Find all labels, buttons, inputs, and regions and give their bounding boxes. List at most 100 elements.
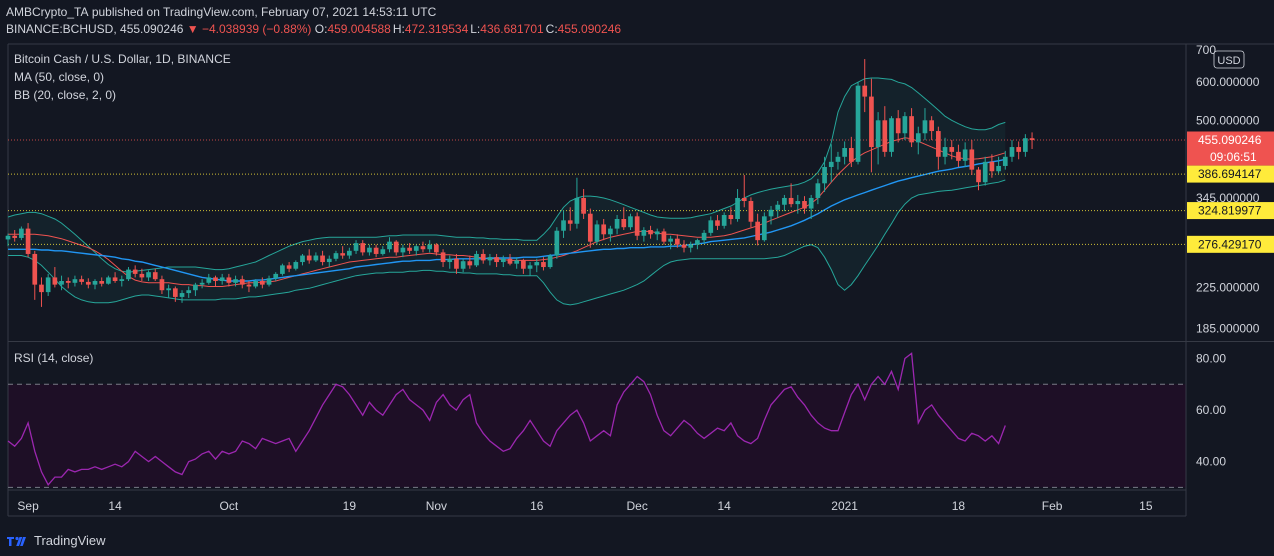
candle bbox=[862, 59, 868, 113]
candle bbox=[152, 268, 158, 281]
candle-body bbox=[815, 183, 821, 198]
candle-body bbox=[259, 280, 265, 285]
price-tick-label: 600.000000 bbox=[1196, 75, 1260, 89]
candle bbox=[929, 116, 935, 141]
candle bbox=[875, 112, 881, 165]
candle bbox=[213, 275, 218, 287]
candle-body bbox=[701, 232, 707, 241]
candle bbox=[828, 144, 834, 183]
candle bbox=[1002, 150, 1008, 170]
candle bbox=[266, 275, 272, 287]
author-name[interactable]: AMBCrypto_TA bbox=[6, 5, 89, 19]
candle-body bbox=[661, 231, 667, 242]
candle bbox=[79, 275, 84, 285]
candle bbox=[347, 247, 352, 259]
candle bbox=[166, 284, 171, 298]
candle-body bbox=[467, 261, 473, 266]
candle-body bbox=[755, 221, 760, 241]
candle-body bbox=[882, 120, 888, 152]
candle bbox=[12, 230, 18, 242]
candle bbox=[808, 194, 814, 219]
time-tick-label: Nov bbox=[426, 499, 447, 513]
candle bbox=[126, 267, 131, 281]
candle-body bbox=[119, 279, 125, 281]
candle-body bbox=[280, 265, 285, 274]
bb-fill bbox=[8, 78, 1006, 305]
rsi-legend[interactable]: RSI (14, close) bbox=[14, 351, 94, 365]
candle-body bbox=[1029, 138, 1035, 141]
candle bbox=[648, 225, 653, 239]
candle bbox=[487, 253, 493, 266]
candle bbox=[768, 205, 774, 225]
candle bbox=[989, 154, 995, 178]
candle bbox=[688, 241, 694, 253]
candle-body bbox=[39, 284, 44, 293]
open-label: O: bbox=[314, 22, 328, 36]
candle bbox=[708, 216, 714, 236]
candle-body bbox=[708, 220, 714, 233]
candle bbox=[500, 255, 506, 268]
candle bbox=[273, 272, 279, 281]
candle bbox=[601, 218, 607, 241]
candle bbox=[246, 280, 252, 293]
candle-body bbox=[59, 280, 64, 285]
candle-body bbox=[949, 147, 955, 152]
symbol-label: BINANCE:BCHUSD, bbox=[6, 22, 117, 36]
candle bbox=[326, 255, 332, 268]
candle-body bbox=[534, 262, 540, 266]
candle-body bbox=[226, 277, 232, 283]
candle bbox=[594, 220, 600, 245]
candle bbox=[507, 253, 513, 266]
bb-legend[interactable]: BB (20, close, 2, 0) bbox=[14, 88, 117, 102]
tradingview-brand[interactable]: TradingView bbox=[6, 533, 106, 548]
tradingview-logo-icon bbox=[7, 536, 26, 546]
candle bbox=[661, 228, 667, 245]
time-tick-label: Feb bbox=[1042, 499, 1063, 513]
candle bbox=[628, 213, 633, 231]
candle-body bbox=[654, 231, 660, 235]
candle-body bbox=[541, 262, 546, 268]
candle bbox=[795, 194, 801, 214]
candle bbox=[480, 249, 486, 264]
countdown-text: 09:06:51 bbox=[1210, 150, 1257, 164]
candle-body bbox=[641, 230, 647, 236]
candle-body bbox=[266, 278, 272, 285]
candle-body bbox=[166, 288, 171, 291]
candle bbox=[855, 82, 861, 165]
price-label-box-1 bbox=[1187, 165, 1274, 183]
candle-body bbox=[628, 216, 633, 228]
candle bbox=[45, 273, 51, 296]
candle-body bbox=[239, 279, 245, 285]
candle-body bbox=[1023, 138, 1028, 152]
candle-body bbox=[72, 279, 78, 283]
ma-legend[interactable]: MA (50, close, 0) bbox=[14, 70, 105, 84]
candle bbox=[92, 279, 98, 290]
candle bbox=[902, 112, 908, 141]
candle bbox=[976, 167, 981, 191]
candle bbox=[614, 215, 620, 235]
candle-body bbox=[802, 201, 807, 209]
candle bbox=[735, 189, 740, 222]
candle-body bbox=[795, 201, 801, 205]
candle bbox=[193, 282, 198, 296]
price-label-text: 386.694147 bbox=[1198, 167, 1262, 181]
candle bbox=[909, 108, 914, 148]
candle-body bbox=[855, 85, 861, 162]
candle bbox=[915, 126, 921, 155]
candle bbox=[206, 273, 212, 285]
candle bbox=[674, 234, 680, 248]
candle-body bbox=[835, 156, 841, 162]
candle bbox=[467, 255, 473, 269]
candle-body bbox=[782, 197, 787, 205]
candle bbox=[5, 233, 11, 247]
candle bbox=[300, 253, 305, 266]
candle-body bbox=[360, 243, 366, 253]
bb-lower-line bbox=[8, 179, 1006, 306]
time-tick-label: Sep bbox=[17, 499, 39, 513]
price-label-box-2 bbox=[1187, 202, 1274, 220]
candle bbox=[259, 277, 265, 289]
candle bbox=[494, 253, 499, 268]
candle-body bbox=[326, 258, 332, 263]
candle bbox=[460, 258, 466, 273]
